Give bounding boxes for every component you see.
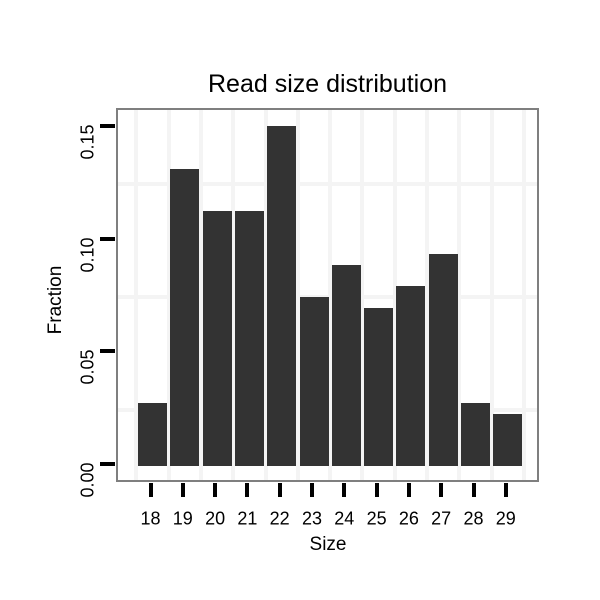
bar-size-29 [493,414,523,466]
minor-gridline-vertical [489,110,494,480]
minor-gridline-vertical [328,110,333,480]
x-axis-tick-label: 25 [366,508,387,529]
x-axis-tick-label: 20 [205,508,226,529]
x-axis-tick [342,483,347,497]
x-axis-tick [439,483,444,497]
bar-size-26 [396,285,426,466]
x-axis-title: Size [309,534,347,555]
y-axis-tick [100,349,115,354]
minor-gridline-horizontal [118,182,537,187]
bar-size-25 [364,308,394,466]
x-axis-tick-label: 18 [140,508,161,529]
minor-gridline-vertical [166,110,171,480]
bar-size-22 [267,125,297,466]
x-axis-tick [277,483,282,497]
minor-gridline-vertical [457,110,462,480]
bar-size-18 [138,402,167,466]
x-axis-tick [406,483,411,497]
bar-size-24 [331,265,361,466]
x-axis-tick-label: 23 [301,508,323,529]
x-axis-tick [503,483,508,497]
y-axis-tick-label: 0.15 [77,124,98,160]
minor-gridline-vertical [295,110,300,480]
x-axis-tick-label: 29 [495,508,516,529]
y-axis-title: Fraction [45,265,66,335]
x-axis-tick [180,483,185,497]
x-axis-tick-label: 28 [463,508,484,529]
y-axis-tick-label: 0.10 [77,237,98,273]
minor-gridline-vertical [392,110,397,480]
minor-gridline-vertical [360,110,365,480]
minor-gridline-vertical [198,110,203,480]
y-axis-tick [100,236,115,241]
y-axis-tick-label: 0.00 [77,462,98,498]
bar-size-27 [428,254,458,466]
bar-size-19 [170,168,200,466]
x-axis-tick [374,483,379,497]
bar-size-21 [234,211,264,466]
x-axis-tick-label: 27 [431,508,452,529]
chart-title: Read size distribution [207,70,447,98]
minor-gridline-vertical [231,110,236,480]
bar-size-28 [461,402,490,466]
bar-size-23 [299,297,329,466]
x-axis-tick-label: 19 [172,508,193,529]
plot-panel [116,108,539,482]
minor-gridline-vertical [134,110,139,480]
y-axis-tick-label: 0.05 [77,349,98,385]
minor-gridline-vertical [521,110,526,480]
x-axis-tick-label: 22 [269,508,290,529]
minor-gridline-vertical [425,110,430,480]
x-axis-tick [310,483,314,497]
x-axis-tick [213,483,218,497]
bar-size-20 [202,211,232,466]
x-axis-tick-label: 26 [398,508,419,529]
minor-gridline-vertical [263,110,268,480]
x-axis-tick [471,483,476,497]
x-axis-tick-label: 24 [334,508,355,529]
x-axis-tick [148,483,153,497]
x-axis-tick [245,483,250,497]
y-axis-tick [100,124,115,129]
x-axis-tick-label: 21 [237,508,258,529]
y-axis-tick [100,462,115,466]
